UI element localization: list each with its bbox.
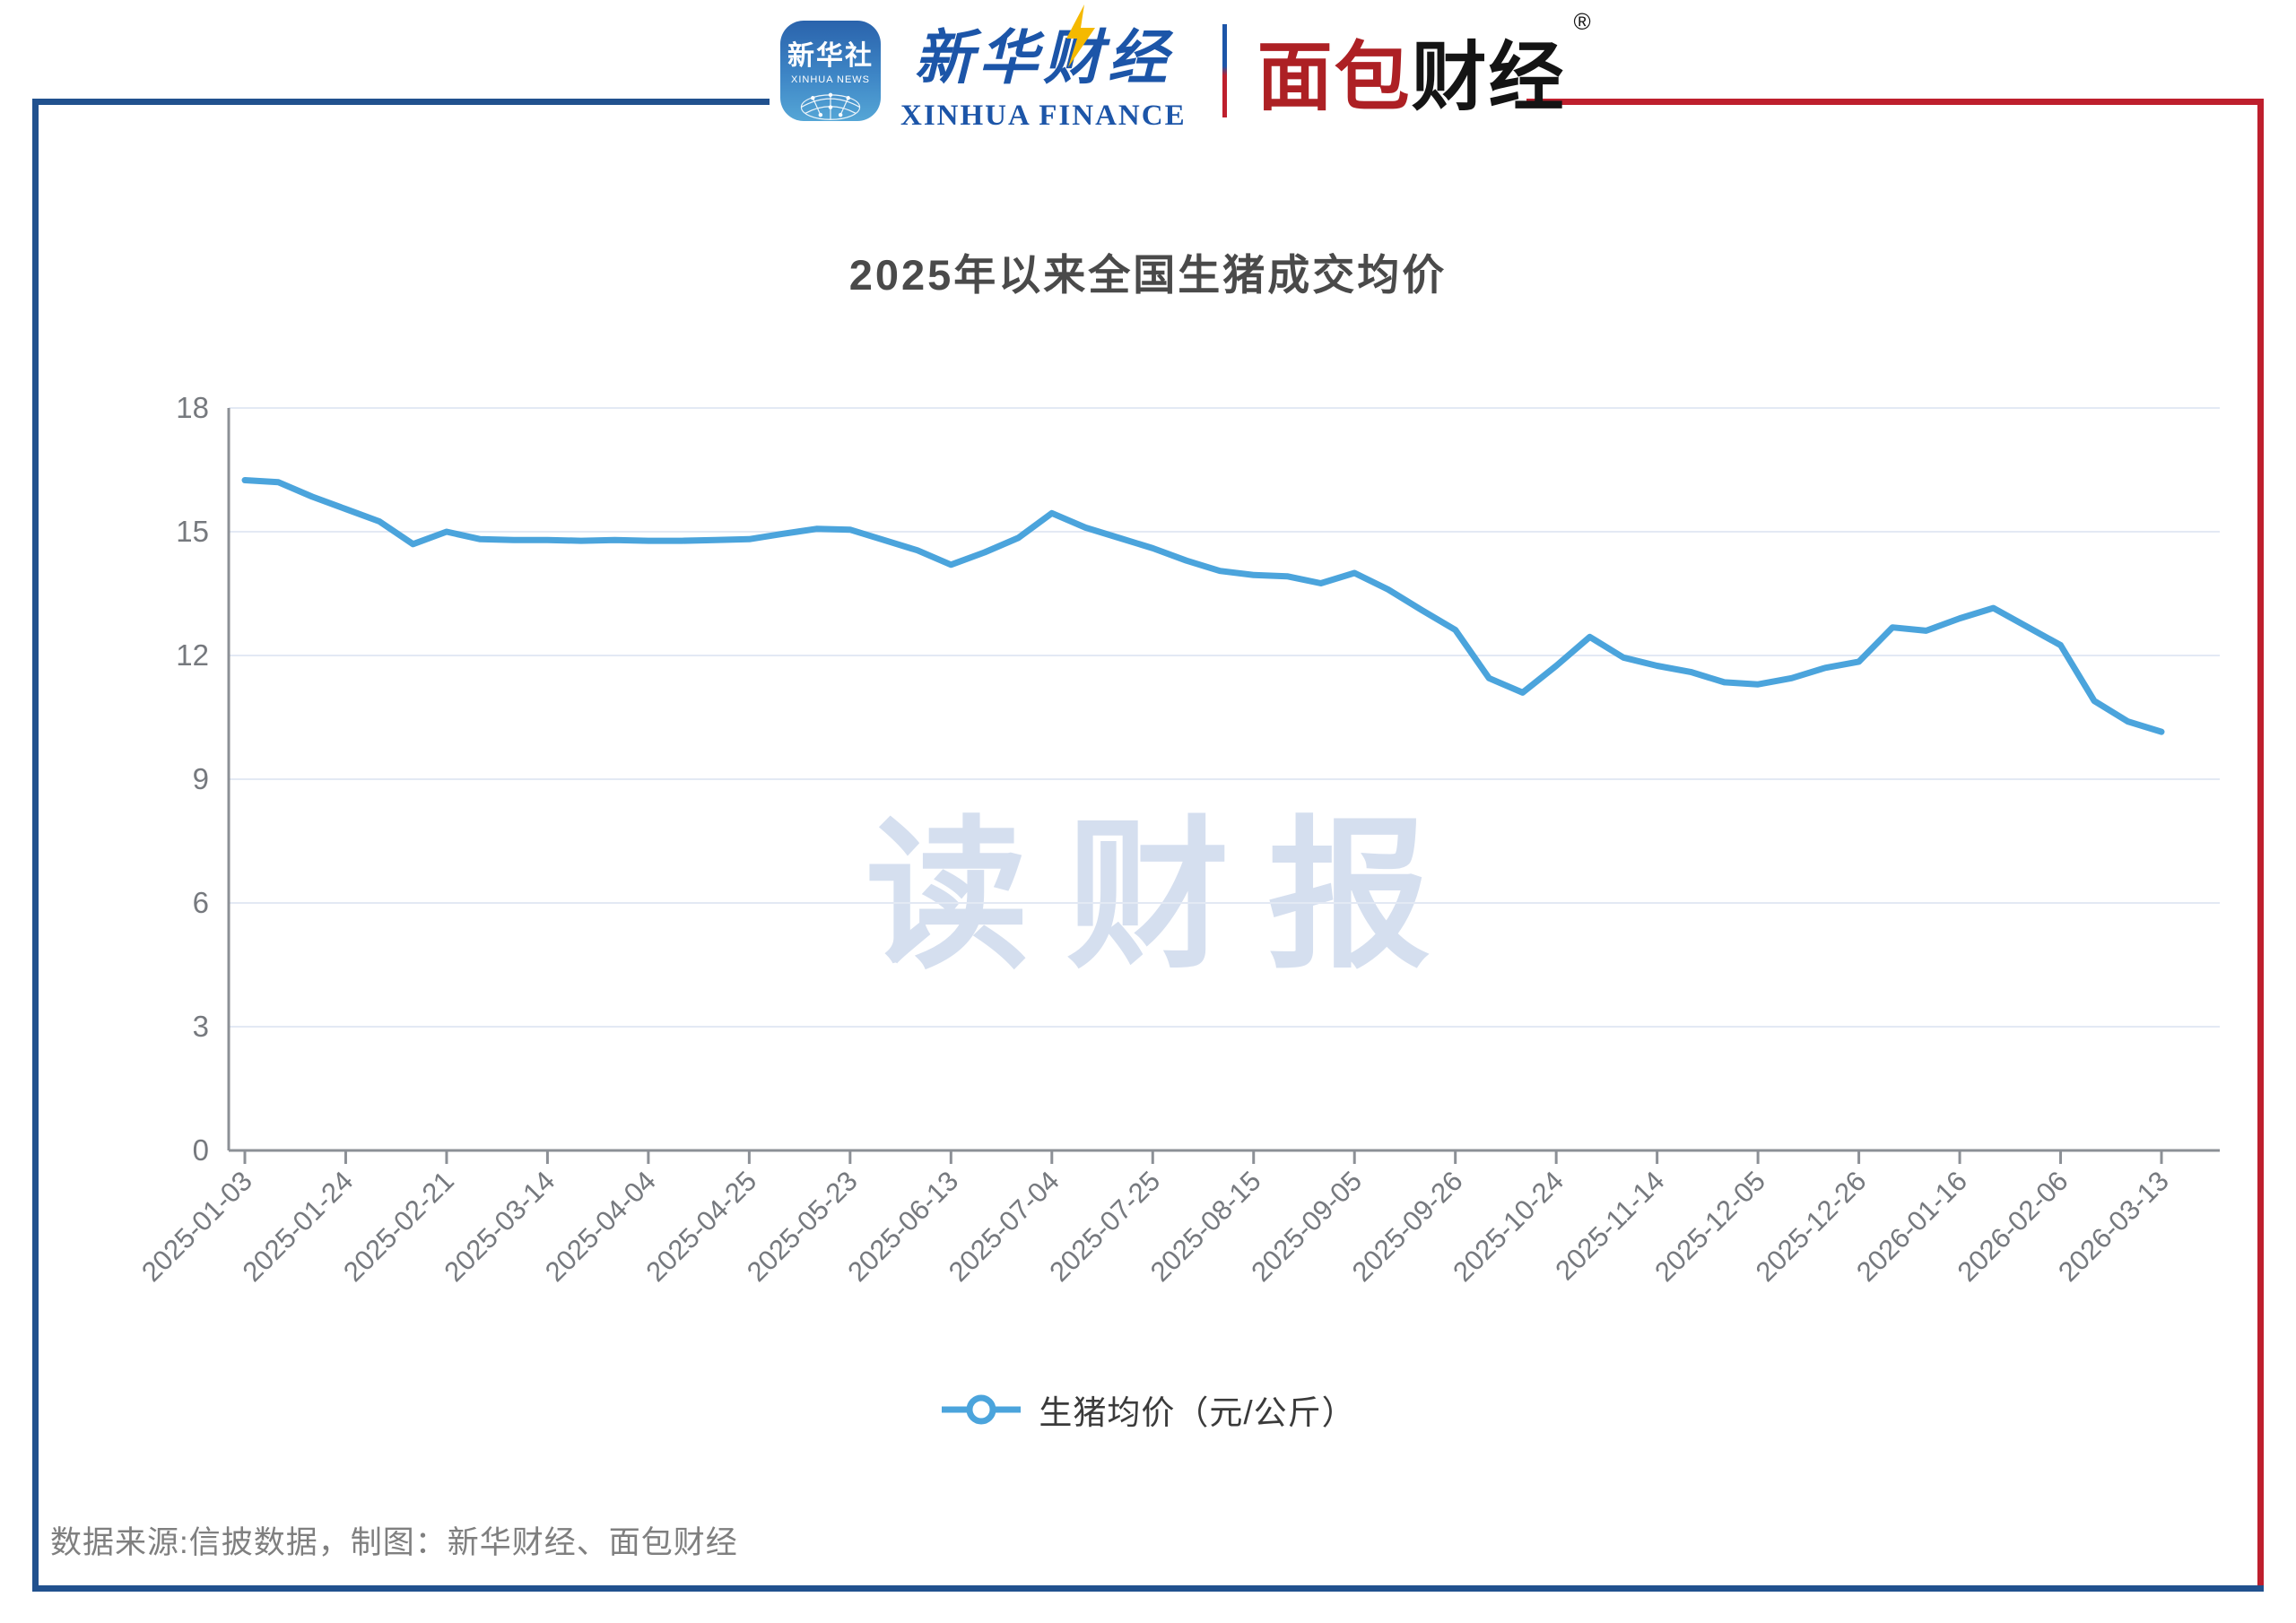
frame-bottom-blue-line	[32, 1585, 2264, 1592]
y-axis-tick-label: 3	[193, 1010, 209, 1043]
frame-right-red-line	[2257, 99, 2264, 1592]
header-logos: 新华社 XINHUA NEWS 新华财经 XINHUA FINANCE	[780, 4, 1593, 132]
page-title: 2025年以来全国生猪成交均价	[848, 251, 1448, 299]
xinhua-finance-en: XINHUA FINANCE	[900, 99, 1187, 132]
pig-price-series-line	[241, 477, 2165, 735]
data-source-note: 数据来源:信披数据，制图：新华财经、面包财经	[50, 1525, 738, 1560]
bread-finance-logo: 面包财经 ®	[1257, 8, 1593, 126]
xinhua-news-app-en: XINHUA NEWS	[790, 74, 870, 85]
frame-top-right-red-line	[1526, 99, 2264, 105]
frame-left-blue-line	[32, 99, 39, 1592]
y-axis-tick-label: 6	[193, 886, 209, 919]
y-axis-tick-label: 12	[176, 638, 209, 672]
network-globe-icon	[800, 92, 861, 120]
header-divider	[1222, 24, 1227, 117]
price-line-chart: 03691215182025-01-032025-01-242025-02-21…	[135, 391, 2220, 1288]
bread-finance-cn-red: 面包	[1257, 34, 1412, 119]
y-axis-tick-label: 0	[193, 1133, 209, 1167]
xinhua-finance-cn-text: 新华财经	[914, 25, 1173, 91]
x-axis-tick-label: 2026-03-13	[2052, 1165, 2175, 1288]
frame-top-left-blue-line	[32, 99, 770, 105]
lightning-bolt-icon	[1066, 4, 1096, 67]
chart-legend: 生猪均价（元/公斤）	[0, 1385, 2296, 1434]
registered-trademark-icon: ®	[1573, 7, 1593, 35]
bread-finance-cn-black: 财经	[1411, 34, 1566, 119]
x-axis-tick-label: 2025-10-24	[1447, 1165, 1570, 1288]
y-axis-tick-label: 18	[176, 391, 209, 424]
legend-line-circle-icon	[942, 1394, 1022, 1425]
watermark-text: 读财报	[865, 804, 1468, 987]
legend-label: 生猪均价（元/公斤）	[1039, 1394, 1356, 1431]
xinhua-news-app-cn: 新华社	[787, 41, 874, 71]
xinhua-news-app-icon: 新华社 XINHUA NEWS	[780, 21, 881, 121]
xinhua-finance-logo: 新华财经 XINHUA FINANCE	[900, 4, 1187, 133]
y-axis-tick-label: 15	[176, 515, 209, 548]
legend-item-pig-price[interactable]: 生猪均价（元/公斤）	[940, 1385, 1355, 1434]
xinhua-finance-cn: 新华财经	[914, 4, 1173, 96]
y-axis-tick-label: 9	[193, 762, 209, 795]
